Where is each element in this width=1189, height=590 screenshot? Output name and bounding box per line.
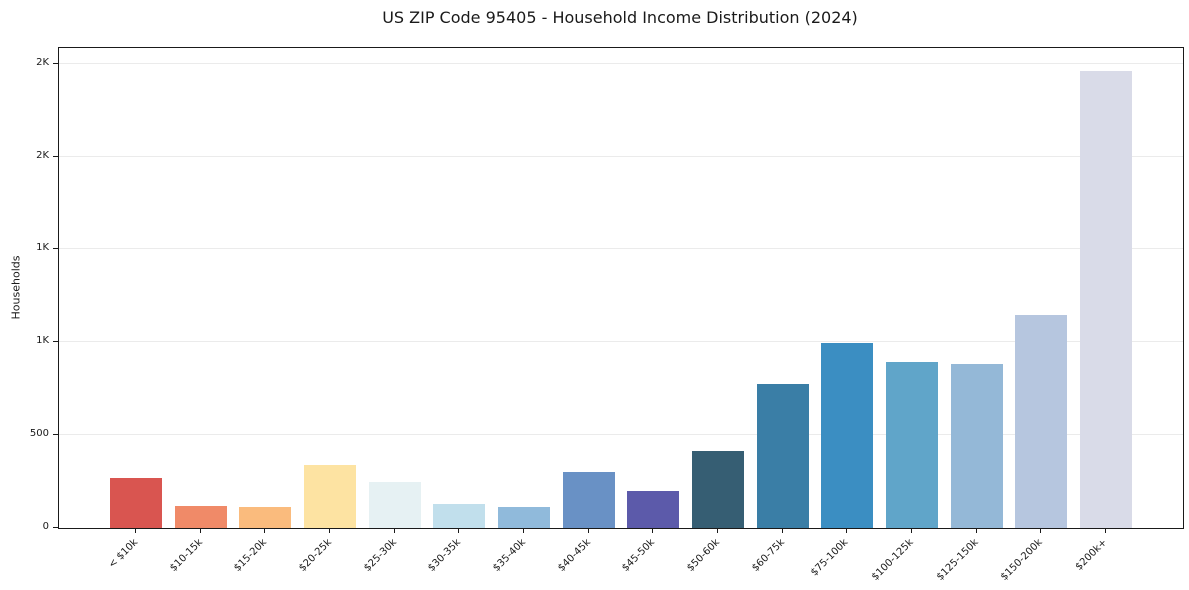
- bar-$50-60k: [692, 451, 744, 528]
- bar-$100-125k: [886, 361, 938, 528]
- x-tick-mark: [1040, 528, 1041, 533]
- x-tick-label: $50-60k: [684, 537, 722, 574]
- bar-$150-200k: [1015, 315, 1067, 528]
- x-tick-label: $60-75k: [749, 537, 787, 574]
- y-tick-mark: [53, 156, 58, 157]
- bar-$60-75k: [757, 384, 809, 528]
- bar-$25-30k: [369, 481, 421, 528]
- y-tick-mark: [53, 341, 58, 342]
- x-tick-label: $200k+: [1073, 537, 1110, 573]
- y-tick-label: 0: [42, 521, 49, 532]
- x-tick-label: $20-25k: [296, 537, 334, 574]
- x-tick-label: $25-30k: [361, 537, 399, 574]
- plot-area: [58, 47, 1184, 529]
- y-tick-mark: [53, 248, 58, 249]
- gridline: [59, 248, 1183, 250]
- y-axis-label: Households: [9, 255, 23, 320]
- bar-$45-50k: [627, 491, 679, 528]
- x-tick-mark: [1105, 528, 1106, 533]
- gridline: [59, 341, 1183, 343]
- x-tick-mark: [135, 528, 136, 533]
- x-tick-label: $75-100k: [809, 537, 851, 579]
- y-tick-label: 2K: [36, 57, 49, 68]
- bar-$15-20k: [239, 507, 291, 528]
- x-tick-mark: [264, 528, 265, 533]
- y-tick-mark: [53, 527, 58, 528]
- x-tick-mark: [976, 528, 977, 533]
- x-tick-label: $100-125k: [869, 537, 916, 583]
- x-tick-mark: [200, 528, 201, 533]
- bar-$20-25k: [304, 465, 356, 528]
- y-tick-mark: [53, 434, 58, 435]
- x-tick-label: $30-35k: [425, 537, 463, 574]
- x-tick-label: $10-15k: [167, 537, 205, 574]
- bar-$125-150k: [951, 364, 1003, 528]
- x-tick-mark: [717, 528, 718, 533]
- bar-$35-40k: [498, 506, 550, 528]
- x-tick-label: $150-200k: [998, 537, 1045, 583]
- bar-$10-15k: [175, 506, 227, 528]
- gridline: [59, 434, 1183, 436]
- x-tick-label: < $10k: [106, 537, 140, 571]
- y-tick-label: 2K: [36, 150, 49, 161]
- x-tick-mark: [458, 528, 459, 533]
- x-tick-label: $45-50k: [619, 537, 657, 574]
- bar-< $10k: [110, 477, 162, 528]
- gridline: [59, 155, 1183, 157]
- x-tick-label: $125-150k: [934, 537, 981, 583]
- gridline: [59, 62, 1183, 64]
- x-tick-label: $35-40k: [490, 537, 528, 574]
- x-tick-mark: [846, 528, 847, 533]
- x-tick-mark: [329, 528, 330, 533]
- x-tick-label: $15-20k: [231, 537, 269, 574]
- x-tick-mark: [782, 528, 783, 533]
- x-tick-mark: [394, 528, 395, 533]
- x-tick-mark: [588, 528, 589, 533]
- y-tick-label: 1K: [36, 335, 49, 346]
- bar-$75-100k: [821, 343, 873, 528]
- x-tick-label: $40-45k: [555, 537, 593, 574]
- bar-$200k+: [1080, 70, 1132, 528]
- x-tick-mark: [911, 528, 912, 533]
- bar-$30-35k: [433, 503, 485, 528]
- chart-title: US ZIP Code 95405 - Household Income Dis…: [382, 8, 858, 27]
- y-tick-label: 500: [29, 428, 49, 439]
- x-tick-mark: [652, 528, 653, 533]
- y-tick-mark: [53, 63, 58, 64]
- bar-$40-45k: [563, 471, 615, 528]
- x-tick-mark: [523, 528, 524, 533]
- y-tick-label: 1K: [36, 242, 49, 253]
